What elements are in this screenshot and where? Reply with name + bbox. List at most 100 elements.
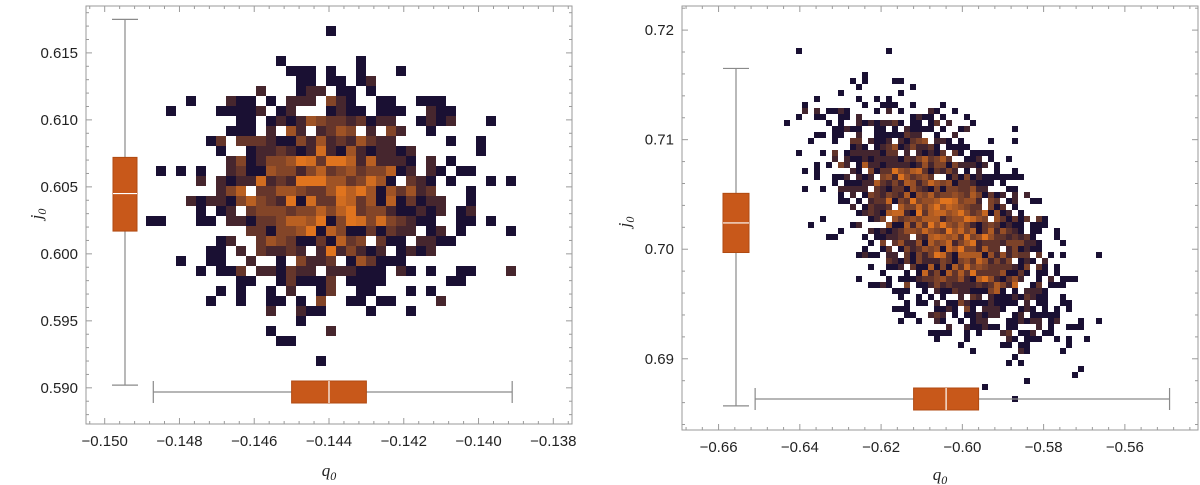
density-cell (976, 276, 982, 282)
density-cell (1018, 270, 1024, 276)
density-cell (1030, 294, 1036, 300)
density-cell (296, 256, 306, 266)
density-cell (366, 146, 376, 156)
density-cell (850, 144, 856, 150)
density-cell (922, 234, 928, 240)
density-cell (922, 252, 928, 258)
density-cell (976, 264, 982, 270)
density-cell (922, 282, 928, 288)
density-cell (988, 252, 994, 258)
density-cell (970, 120, 976, 126)
density-cell (1024, 348, 1030, 354)
density-cell (306, 306, 316, 316)
density-cell (296, 146, 306, 156)
density-cell (958, 126, 964, 132)
density-cell (952, 144, 958, 150)
density-cell (406, 306, 416, 316)
density-cell (336, 236, 346, 246)
y-tick-label: 0.610 (40, 112, 78, 129)
density-cell (196, 266, 206, 276)
density-cell (326, 186, 336, 196)
density-cell (958, 222, 964, 228)
density-cell (1030, 246, 1036, 252)
density-cell (1018, 360, 1024, 366)
y-tick-label: 0.595 (40, 313, 78, 330)
y-tick-label: 0.72 (645, 22, 674, 39)
density-cell (838, 126, 844, 132)
density-cell (376, 136, 386, 146)
density-cell (256, 156, 266, 166)
density-cell (286, 156, 296, 166)
x-tick-label: −0.56 (1106, 439, 1144, 456)
density-cell (1036, 270, 1042, 276)
density-cell (1000, 300, 1006, 306)
density-cell (976, 300, 982, 306)
density-cell (952, 108, 958, 114)
density-cell (916, 132, 922, 138)
density-cell (880, 204, 886, 210)
density-cell (396, 106, 406, 116)
density-cell (1006, 174, 1012, 180)
density-cell (868, 192, 874, 198)
density-cell (862, 204, 868, 210)
density-cell (366, 186, 376, 196)
density-cell (910, 162, 916, 168)
density-cell (814, 108, 820, 114)
density-cell (970, 228, 976, 234)
density-cell (396, 256, 406, 266)
density-cell (850, 168, 856, 174)
density-cell (396, 186, 406, 196)
density-cell (206, 136, 216, 146)
density-cell (940, 318, 946, 324)
density-cell (910, 180, 916, 186)
density-cell (346, 126, 356, 136)
density-cell (868, 174, 874, 180)
density-cell (1030, 306, 1036, 312)
density-cell (336, 226, 346, 236)
density-cell (316, 196, 326, 206)
density-cell (316, 176, 326, 186)
density-cell (916, 162, 922, 168)
density-cell (416, 196, 426, 206)
density-cell (426, 156, 436, 166)
density-cell (426, 286, 436, 296)
density-cell (226, 196, 236, 206)
density-cell (988, 264, 994, 270)
density-cell (406, 156, 416, 166)
density-cell (436, 116, 446, 126)
density-cell (946, 168, 952, 174)
density-cell (964, 258, 970, 264)
density-cell (880, 132, 886, 138)
density-cell (1000, 342, 1006, 348)
density-cell (346, 146, 356, 156)
density-cell (376, 156, 386, 166)
density-cell (970, 252, 976, 258)
density-cell (1000, 294, 1006, 300)
density-cell (892, 258, 898, 264)
density-cell (868, 210, 874, 216)
density-cell (856, 276, 862, 282)
density-cell (1012, 264, 1018, 270)
density-cell (946, 204, 952, 210)
density-cell (934, 330, 940, 336)
density-cell (952, 150, 958, 156)
density-cell (952, 246, 958, 252)
density-cell (466, 206, 476, 216)
density-cell (826, 162, 832, 168)
density-cell (934, 132, 940, 138)
density-cell (994, 264, 1000, 270)
density-cell (236, 276, 246, 286)
density-cell (814, 96, 820, 102)
density-cell (1012, 312, 1018, 318)
density-cell (874, 162, 880, 168)
density-cell (964, 204, 970, 210)
density-cell (396, 126, 406, 136)
density-cell (386, 176, 396, 186)
density-cell (1036, 198, 1042, 204)
density-cell (366, 276, 376, 286)
density-cell (296, 236, 306, 246)
density-cell (276, 246, 286, 256)
density-cell (386, 206, 396, 216)
density-cell (964, 192, 970, 198)
density-cell (1006, 324, 1012, 330)
